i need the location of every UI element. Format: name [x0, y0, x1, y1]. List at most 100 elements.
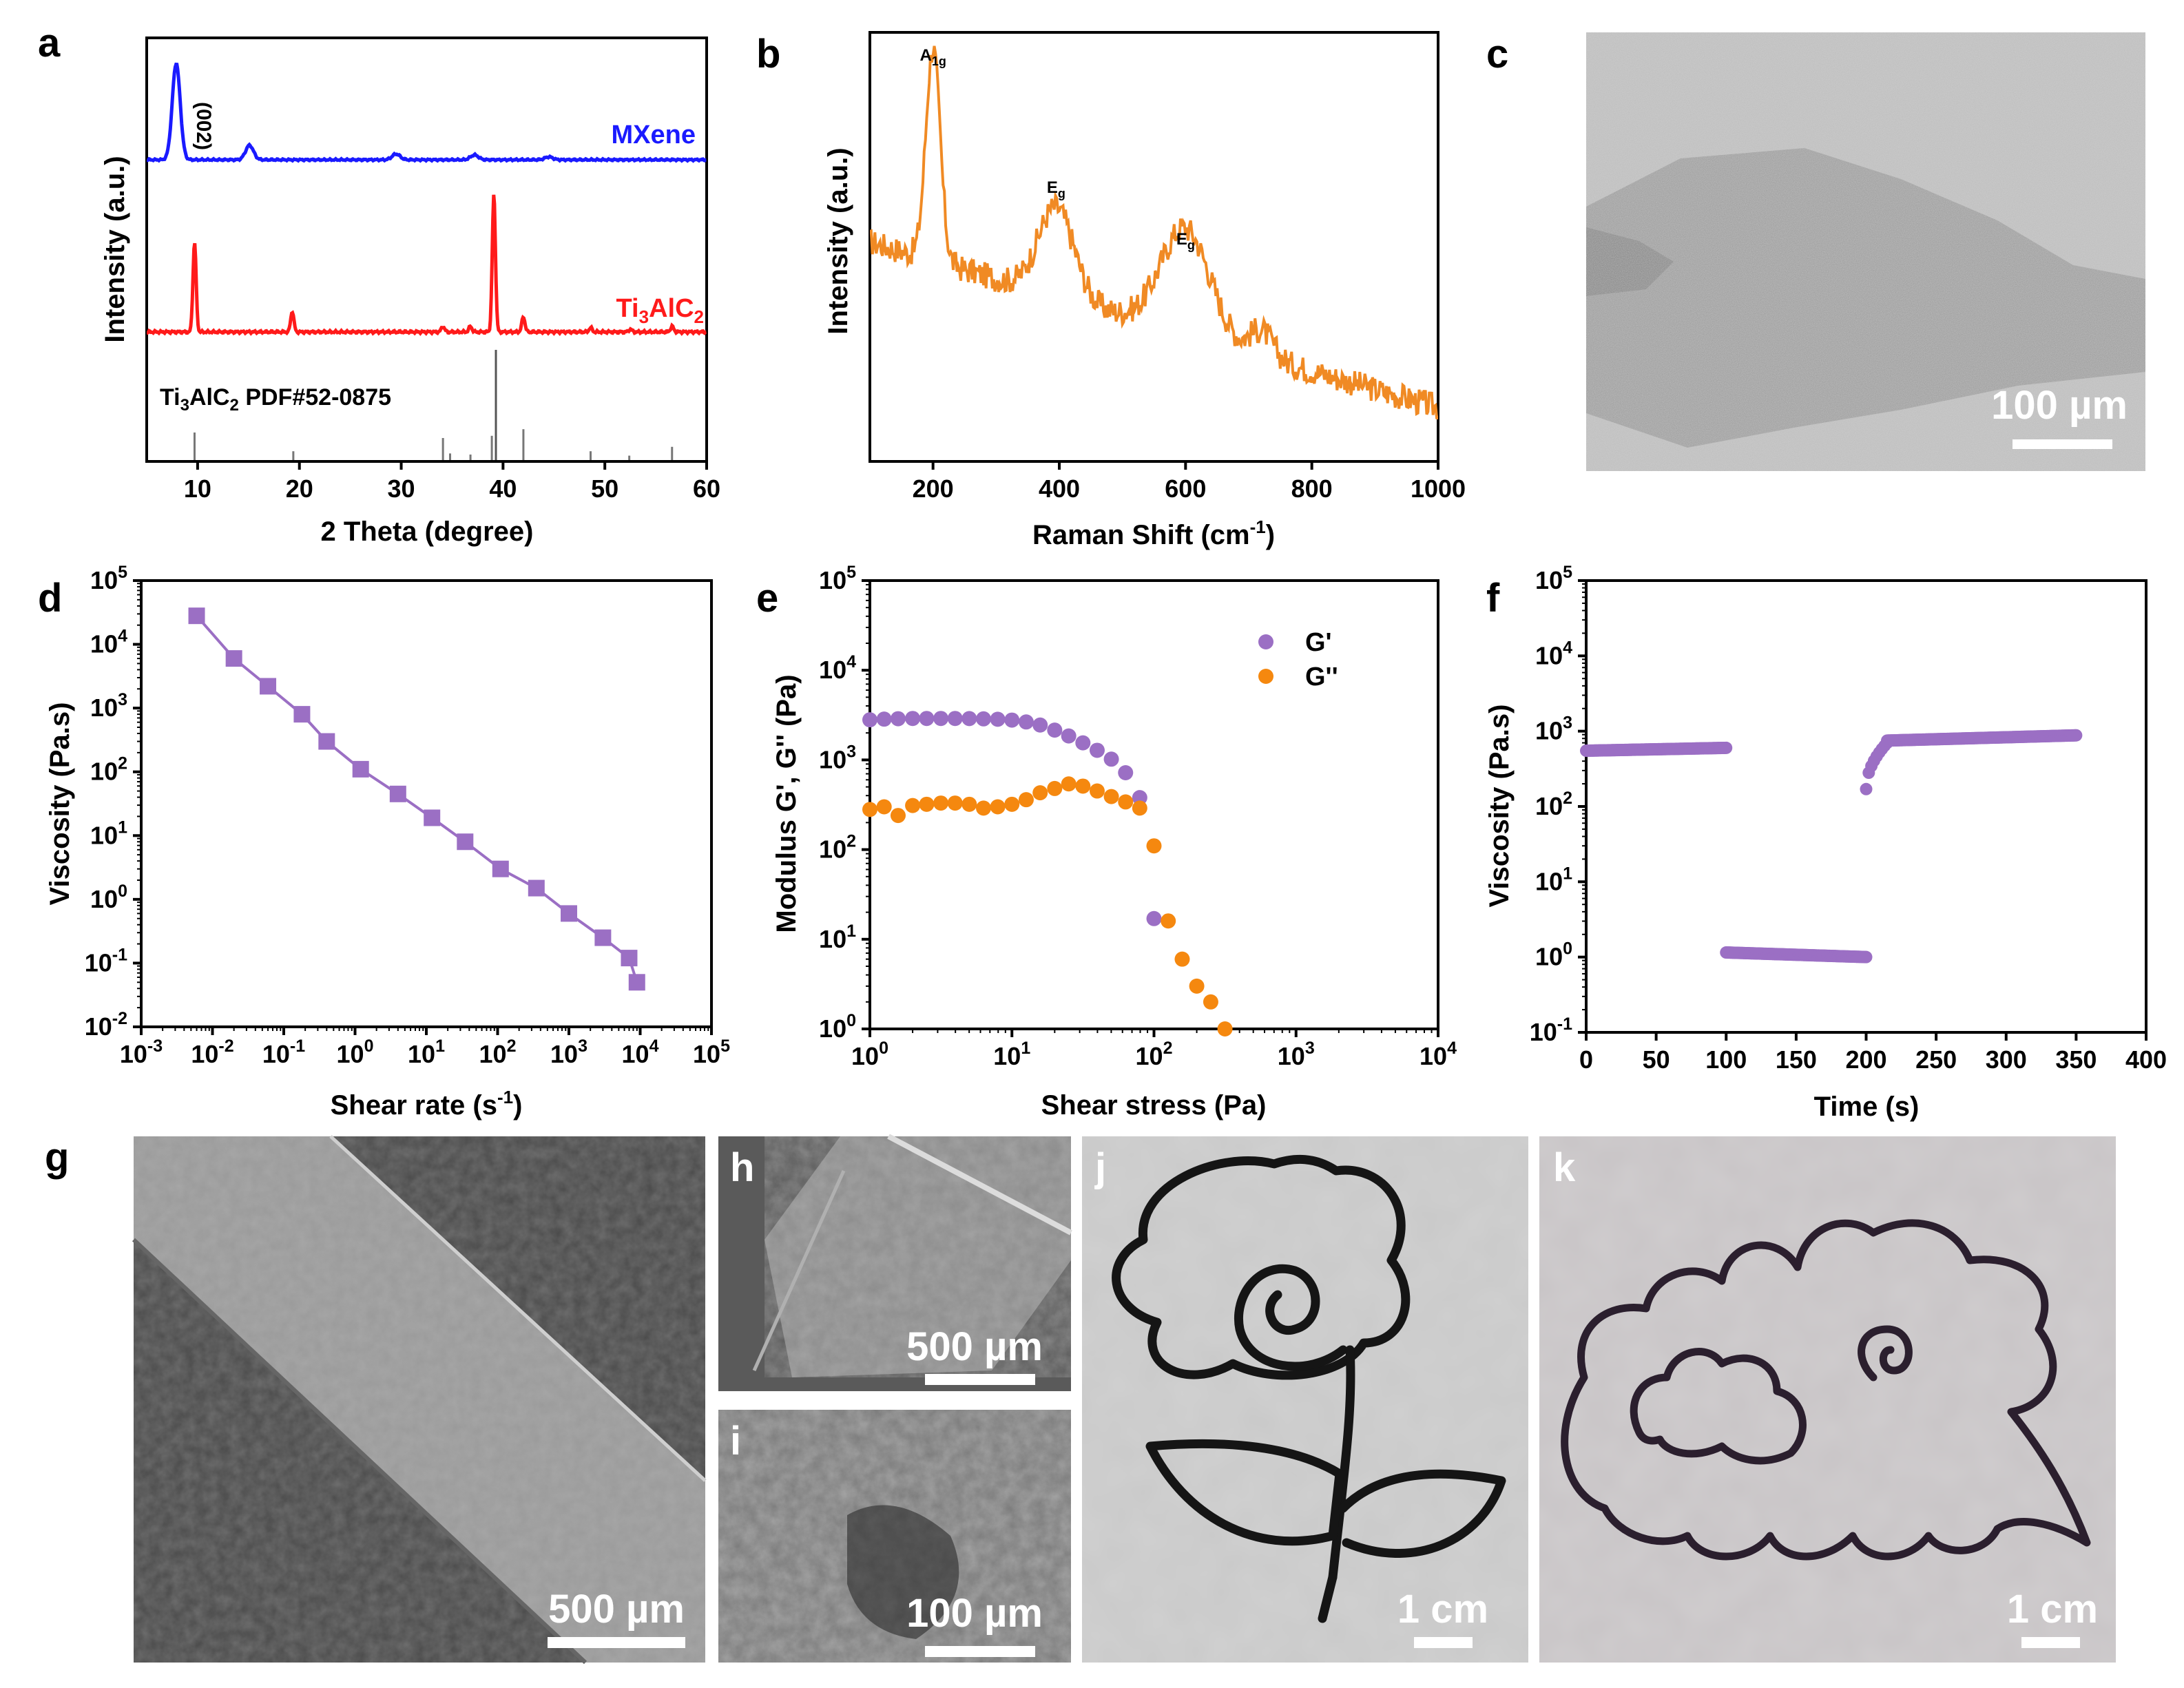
panel-i: i 100 µm — [718, 1410, 1071, 1663]
viscosity-series-d — [188, 607, 645, 991]
panel-label-b: b — [756, 32, 780, 76]
sem-image-i — [718, 1410, 1071, 1663]
viscosity-time-point — [1860, 950, 1873, 963]
x-tick-label-f: 0 — [1579, 1045, 1593, 1074]
x-tick-label-b: 200 — [913, 475, 954, 503]
panel-c: c 100 µm — [1486, 32, 2145, 471]
y-tick-label-d: 101 — [90, 817, 127, 849]
y-tick-label-d: 10-2 — [85, 1009, 127, 1041]
gdoubleprime-point — [1032, 785, 1048, 801]
x-tick-label-d: 103 — [550, 1036, 587, 1068]
legend-label-gdoubleprime: G'' — [1305, 663, 1338, 691]
viscosity-point — [293, 706, 311, 723]
x-tick-label-f: 250 — [1915, 1045, 1957, 1074]
viscosity-point — [318, 733, 335, 750]
panel-a: a 10 20 30 40 50 60 (002) MXene Ti3AlC2 Ti3Al… — [38, 21, 720, 547]
x-tick-label-d: 101 — [408, 1036, 445, 1068]
x-axis-title-b: Raman Shift (cm-1) — [1032, 517, 1275, 550]
y-tick-label-d: 104 — [90, 627, 127, 658]
y-axis-title-f: Viscosity (Pa.s) — [1484, 705, 1515, 908]
gdoubleprime-point — [890, 808, 906, 824]
scale-bar-g — [548, 1637, 685, 1648]
legend-marker-gprime — [1258, 634, 1273, 649]
gdoubleprime-point — [876, 799, 892, 815]
x-tick-label-d: 104 — [622, 1036, 659, 1068]
scale-bar-c — [2013, 439, 2112, 449]
scale-bar-j — [1414, 1637, 1473, 1648]
panel-g: g 500 µm — [45, 1135, 707, 1665]
raman-peak-label: Eg — [1047, 178, 1065, 200]
scale-bar-label-g: 500 µm — [548, 1587, 685, 1632]
viscosity-point — [352, 760, 369, 778]
viscosity-point — [424, 809, 441, 826]
x-tick-label-a: 10 — [184, 475, 211, 503]
scale-bar-label-j: 1 cm — [1397, 1587, 1488, 1632]
x-axis-title-d: Shear rate (s-1) — [331, 1087, 523, 1121]
raman-trace — [870, 45, 1438, 420]
raman-peak-label: Eg — [1176, 230, 1195, 252]
reference-pdf-label: Ti3AlC2 PDF#52-0875 — [160, 384, 391, 415]
gdoubleprime-point — [1018, 792, 1034, 808]
gdoubleprime-point — [862, 802, 877, 817]
y-tick-label-e: 105 — [819, 563, 856, 594]
viscosity-point — [188, 607, 205, 625]
x-axis-title-f: Time (s) — [1814, 1092, 1920, 1122]
x-tick-label-f: 200 — [1845, 1045, 1886, 1074]
panel-label-h: h — [730, 1145, 754, 1190]
gdoubleprime-point — [1047, 780, 1063, 796]
panel-k: k 1 cm — [1539, 1136, 2116, 1663]
y-tick-label-d: 102 — [90, 754, 127, 786]
y-tick-label-f: 101 — [1535, 864, 1572, 895]
gprime-point — [1118, 764, 1134, 780]
x-tick-label-f: 300 — [1986, 1045, 2027, 1074]
viscosity-point — [225, 650, 242, 667]
x-tick-label-d: 100 — [337, 1036, 374, 1068]
gprime-point — [947, 711, 963, 727]
gprime-point — [876, 711, 892, 727]
x-tick-label-f: 150 — [1776, 1045, 1817, 1074]
y-tick-label-f: 104 — [1535, 638, 1572, 669]
xrd-trace-mxene — [147, 62, 707, 163]
gprime-point — [862, 712, 877, 728]
x-axis-title-e: Shear stress (Pa) — [1041, 1090, 1267, 1121]
panel-j: j 1 cm — [1082, 1136, 1528, 1663]
y-tick-label-d: 10-1 — [85, 945, 127, 977]
gdoubleprime-point — [1061, 776, 1077, 792]
gdoubleprime-point — [905, 798, 921, 813]
y-tick-label-f: 100 — [1535, 939, 1572, 971]
sem-image-g — [132, 1135, 707, 1665]
viscosity-time-point — [1720, 741, 1733, 754]
x-tick-label-a: 60 — [693, 475, 720, 503]
gdoubleprime-point — [1075, 778, 1091, 794]
gprime-point — [1004, 712, 1020, 728]
y-axis-title-e: Modulus G', G'' (Pa) — [771, 674, 802, 932]
gdoubleprime-point — [1132, 800, 1147, 816]
viscosity-time-point — [1860, 782, 1873, 795]
viscosity-point — [492, 860, 509, 877]
x-axis-ticks-b: 200 400 600 800 1000 — [913, 461, 1466, 503]
viscosity-point — [389, 785, 406, 802]
raman-peak-label: A1g — [919, 46, 946, 68]
gdoubleprime-point — [961, 796, 977, 812]
panel-label-f: f — [1486, 576, 1500, 621]
x-tick-label-a: 50 — [591, 475, 618, 503]
gdoubleprime-point — [1174, 951, 1190, 967]
legend-label-gprime: G' — [1305, 628, 1332, 657]
x-tick-label-a: 40 — [489, 475, 517, 503]
panel-label-d: d — [38, 576, 62, 621]
x-tick-label-b: 600 — [1165, 475, 1206, 503]
tem-image-c — [1586, 32, 2145, 471]
viscosity-time-series-f — [1580, 729, 2083, 963]
panel-f: f 10-1 100 101 102 103 104 105 0 50 100 150 200 250 3… — [1484, 563, 2167, 1122]
y-tick-label-f: 10-1 — [1530, 1014, 1572, 1046]
gprime-point — [919, 711, 935, 727]
scale-bar-label-k: 1 cm — [2007, 1587, 2098, 1632]
gdoubleprime-point — [1103, 789, 1119, 804]
y-tick-label-e: 103 — [819, 742, 856, 773]
raman-series-group — [870, 45, 1438, 420]
y-tick-label-f: 103 — [1535, 713, 1572, 745]
printed-cloud-photo-k — [1539, 1136, 2116, 1663]
plot-frame-b — [869, 31, 1439, 463]
x-tick-label-b: 800 — [1291, 475, 1333, 503]
peak-label-002: (002) — [192, 102, 215, 150]
